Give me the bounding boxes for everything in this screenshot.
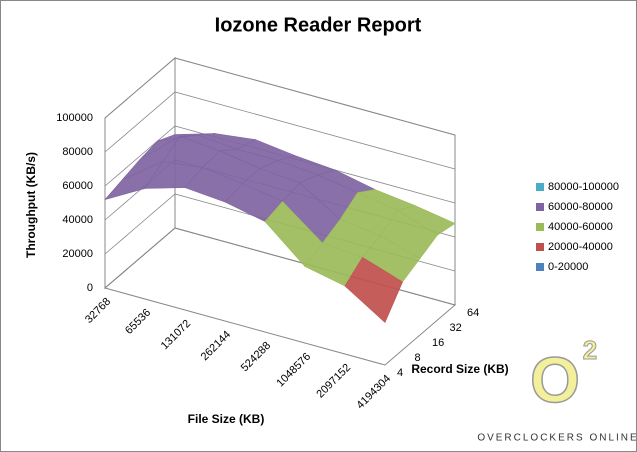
y-tick-label: 80000 — [62, 146, 93, 158]
grid-line — [104, 57, 456, 136]
depth-tick-label: 8 — [415, 352, 421, 364]
y-tick-label: 100000 — [56, 112, 93, 124]
legend-label: 20000-40000 — [548, 241, 613, 253]
grid-line — [104, 125, 456, 204]
surface-cell — [344, 256, 403, 324]
chart-title: Iozone Reader Report — [215, 14, 422, 36]
legend: 80000-100000 60000-80000 40000-60000 20000-… — [536, 181, 619, 273]
legend-swatch — [536, 243, 544, 251]
logo-text: OVERCLOCKERS ONLINE — [477, 433, 637, 444]
legend-swatch — [536, 183, 544, 191]
depth-tick-label: 64 — [467, 307, 479, 319]
legend-label: 80000-100000 — [548, 181, 619, 193]
y-axis-title: Throughput (KB/s) — [24, 152, 38, 258]
y-tick-label: 20000 — [62, 248, 93, 260]
y-tick-label: 60000 — [62, 180, 93, 192]
legend-swatch — [536, 223, 544, 231]
x-axis-title: File Size (KB) — [188, 412, 265, 426]
logo-symbol: O — [530, 344, 580, 416]
y-tick-label: 40000 — [62, 214, 93, 226]
depth-tick-label: 32 — [450, 322, 462, 334]
depth-axis-title: Record Size (KB) — [411, 362, 508, 376]
legend-label: 0-20000 — [548, 261, 588, 273]
legend-swatch — [536, 203, 544, 211]
legend-label: 60000-80000 — [548, 201, 613, 213]
legend-label: 40000-60000 — [548, 221, 613, 233]
y-tick-label: 0 — [87, 282, 93, 294]
logo-superscript: 2 — [583, 335, 597, 365]
grid-line — [104, 91, 456, 170]
legend-swatch — [536, 263, 544, 271]
depth-tick-label: 4 — [397, 367, 403, 379]
watermark: O 2 OVERCLOCKERS ONLINE — [477, 334, 637, 444]
depth-tick-label: 16 — [432, 337, 444, 349]
